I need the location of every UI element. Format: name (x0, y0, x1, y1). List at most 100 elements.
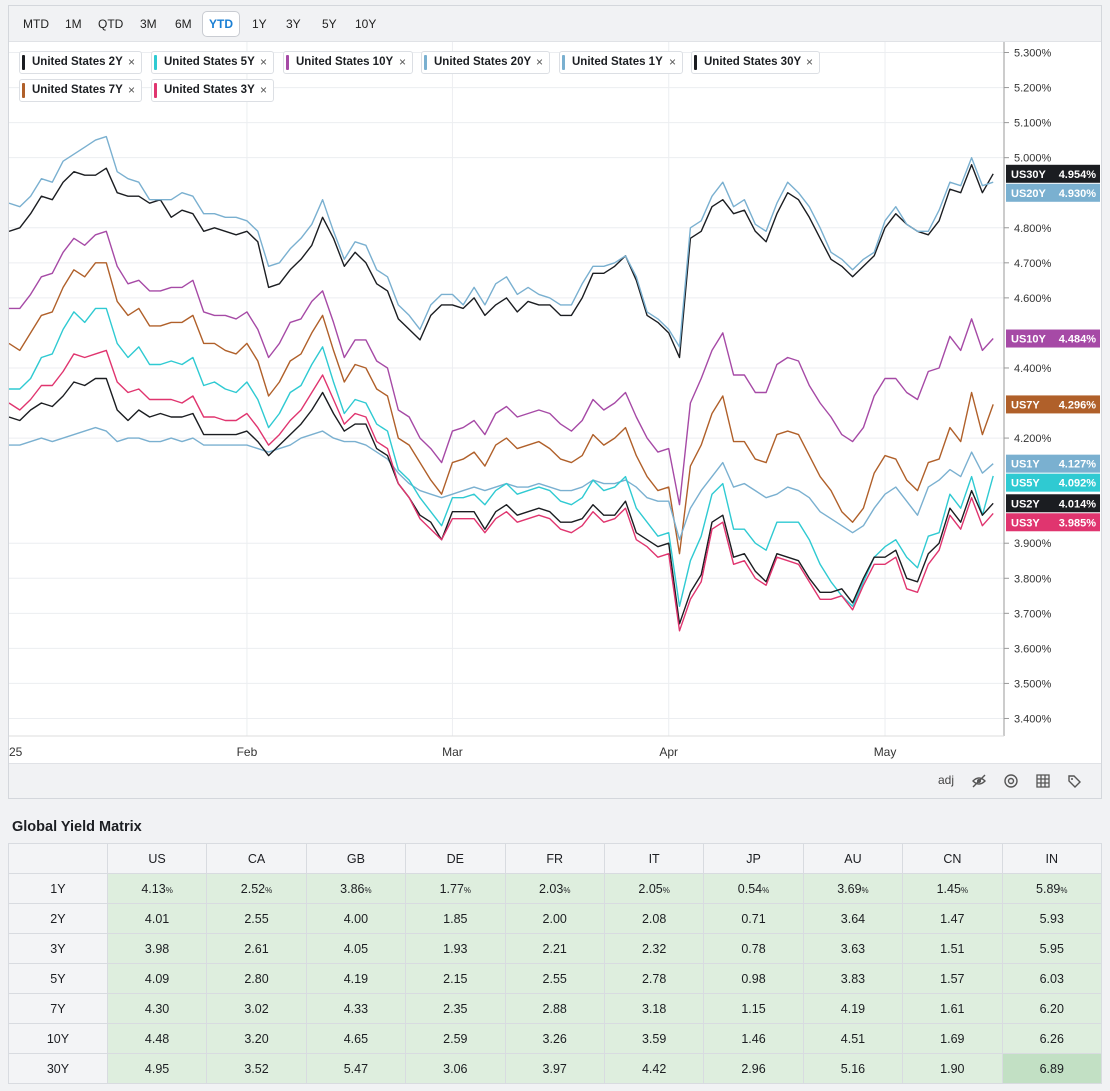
matrix-cell[interactable]: 0.78 (703, 933, 804, 964)
matrix-column-header[interactable]: IN (1001, 843, 1103, 874)
close-icon[interactable]: × (259, 55, 267, 69)
range-6m-button[interactable]: 6M (175, 17, 192, 31)
matrix-cell[interactable]: 1.93 (405, 933, 506, 964)
matrix-cell[interactable]: 3.63 (802, 933, 904, 964)
matrix-cell[interactable]: 2.35 (405, 993, 506, 1024)
matrix-cell[interactable]: 3.83 (802, 963, 904, 994)
matrix-cell[interactable]: 2.03% (504, 873, 605, 904)
matrix-cell[interactable]: 5.16 (802, 1053, 904, 1084)
matrix-column-header[interactable]: IT (603, 843, 705, 874)
matrix-cell[interactable]: 4.00 (305, 903, 407, 934)
matrix-cell[interactable]: 2.08 (603, 903, 705, 934)
range-mtd-button[interactable]: MTD (23, 17, 49, 31)
matrix-cell[interactable]: 4.95 (106, 1053, 208, 1084)
matrix-cell[interactable]: 1.57 (902, 963, 1003, 994)
matrix-column-header[interactable]: FR (504, 843, 605, 874)
tags-icon[interactable] (1067, 773, 1083, 792)
crosshair-off-icon[interactable] (971, 773, 987, 792)
close-icon[interactable]: × (127, 83, 135, 97)
legend-chip-us7y[interactable]: United States 7Y × (19, 79, 142, 102)
matrix-cell[interactable]: 6.26 (1001, 1023, 1103, 1054)
matrix-cell[interactable]: 4.65 (305, 1023, 407, 1054)
matrix-column-header[interactable]: CN (902, 843, 1003, 874)
matrix-cell[interactable]: 2.21 (504, 933, 605, 964)
matrix-cell[interactable]: 3.52 (206, 1053, 307, 1084)
matrix-cell[interactable]: 2.55 (504, 963, 605, 994)
matrix-cell[interactable]: 2.15 (405, 963, 506, 994)
matrix-cell[interactable]: 3.97 (504, 1053, 605, 1084)
range-5y-button[interactable]: 5Y (322, 17, 337, 31)
matrix-cell[interactable]: 1.46 (703, 1023, 804, 1054)
matrix-cell[interactable]: 3.02 (206, 993, 307, 1024)
legend-chip-us2y[interactable]: United States 2Y × (19, 51, 142, 74)
close-icon[interactable]: × (805, 55, 813, 69)
matrix-cell[interactable]: 1.15 (703, 993, 804, 1024)
matrix-cell[interactable]: 3.98 (106, 933, 208, 964)
matrix-cell[interactable]: 3.86% (305, 873, 407, 904)
matrix-cell[interactable]: 1.45% (902, 873, 1003, 904)
target-icon[interactable] (1003, 773, 1019, 792)
matrix-cell[interactable]: 0.71 (703, 903, 804, 934)
range-3m-button[interactable]: 3M (140, 17, 157, 31)
matrix-column-header[interactable]: DE (405, 843, 506, 874)
matrix-cell[interactable]: 4.19 (305, 963, 407, 994)
range-3y-button[interactable]: 3Y (286, 17, 301, 31)
legend-chip-us5y[interactable]: United States 5Y × (151, 51, 274, 74)
matrix-cell[interactable]: 2.52% (206, 873, 307, 904)
matrix-cell[interactable]: 6.20 (1001, 993, 1103, 1024)
close-icon[interactable]: × (535, 55, 543, 69)
legend-chip-us30y[interactable]: United States 30Y × (691, 51, 820, 74)
matrix-cell[interactable]: 2.88 (504, 993, 605, 1024)
matrix-column-header[interactable]: AU (802, 843, 904, 874)
close-icon[interactable]: × (259, 83, 267, 97)
legend-chip-us20y[interactable]: United States 20Y × (421, 51, 550, 74)
close-icon[interactable]: × (398, 55, 406, 69)
matrix-cell[interactable]: 2.61 (206, 933, 307, 964)
matrix-cell[interactable]: 4.42 (603, 1053, 705, 1084)
matrix-cell[interactable]: 1.85 (405, 903, 506, 934)
matrix-cell[interactable]: 4.09 (106, 963, 208, 994)
range-1y-button[interactable]: 1Y (252, 17, 267, 31)
matrix-cell[interactable]: 3.26 (504, 1023, 605, 1054)
matrix-cell[interactable]: 1.61 (902, 993, 1003, 1024)
matrix-cell[interactable]: 3.69% (802, 873, 904, 904)
matrix-cell[interactable]: 4.48 (106, 1023, 208, 1054)
matrix-cell[interactable]: 3.59 (603, 1023, 705, 1054)
matrix-cell[interactable]: 2.32 (603, 933, 705, 964)
matrix-cell[interactable]: 5.47 (305, 1053, 407, 1084)
legend-chip-us3y[interactable]: United States 3Y × (151, 79, 274, 102)
matrix-cell[interactable]: 2.78 (603, 963, 705, 994)
matrix-cell[interactable]: 2.55 (206, 903, 307, 934)
range-qtd-button[interactable]: QTD (98, 17, 124, 31)
matrix-cell[interactable]: 3.64 (802, 903, 904, 934)
matrix-cell[interactable]: 3.18 (603, 993, 705, 1024)
matrix-cell[interactable]: 2.00 (504, 903, 605, 934)
matrix-cell[interactable]: 5.89% (1001, 873, 1103, 904)
matrix-cell[interactable]: 3.20 (206, 1023, 307, 1054)
matrix-cell[interactable]: 4.05 (305, 933, 407, 964)
matrix-cell[interactable]: 5.93 (1001, 903, 1103, 934)
matrix-cell[interactable]: 1.47 (902, 903, 1003, 934)
matrix-cell[interactable]: 1.51 (902, 933, 1003, 964)
range-1m-button[interactable]: 1M (65, 17, 82, 31)
matrix-cell[interactable]: 6.03 (1001, 963, 1103, 994)
matrix-cell[interactable]: 0.54% (703, 873, 804, 904)
matrix-cell[interactable]: 5.95 (1001, 933, 1103, 964)
legend-chip-us1y[interactable]: United States 1Y × (559, 51, 683, 74)
matrix-column-header[interactable]: CA (206, 843, 307, 874)
matrix-cell[interactable]: 1.77% (405, 873, 506, 904)
matrix-cell[interactable]: 2.96 (703, 1053, 804, 1084)
matrix-cell[interactable]: 2.05% (603, 873, 705, 904)
matrix-column-header[interactable]: JP (703, 843, 804, 874)
matrix-cell[interactable]: 4.01 (106, 903, 208, 934)
matrix-cell[interactable]: 4.51 (802, 1023, 904, 1054)
close-icon[interactable]: × (127, 55, 135, 69)
matrix-cell[interactable]: 3.06 (405, 1053, 506, 1084)
matrix-column-header[interactable]: US (106, 843, 208, 874)
matrix-column-header[interactable]: GB (305, 843, 407, 874)
matrix-cell[interactable]: 4.33 (305, 993, 407, 1024)
matrix-cell[interactable]: 1.69 (902, 1023, 1003, 1054)
matrix-cell[interactable]: 2.80 (206, 963, 307, 994)
matrix-cell[interactable]: 0.98 (703, 963, 804, 994)
range-10y-button[interactable]: 10Y (355, 17, 377, 31)
